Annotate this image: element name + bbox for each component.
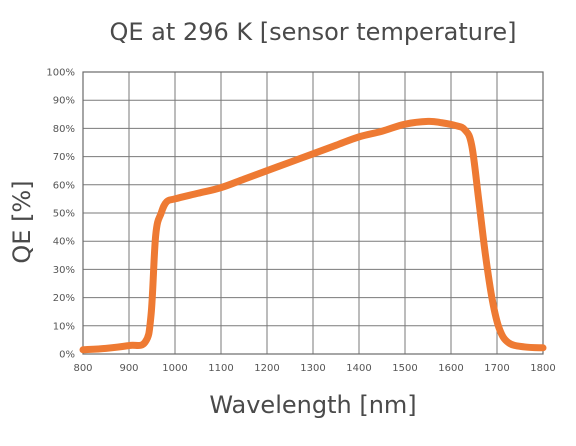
y-tick-label: 20% [53,293,75,304]
x-tick-label: 1600 [438,363,463,374]
y-tick-label: 90% [53,96,75,107]
x-tick-label: 1200 [254,363,279,374]
x-tick-label: 1000 [162,363,187,374]
y-tick-label: 60% [53,180,75,191]
plot-border [82,71,544,355]
x-tick-label: 1300 [300,363,325,374]
series-layer [79,117,547,354]
x-tick-label: 900 [119,363,138,374]
y-tick-label: 70% [53,152,75,163]
y-tick-label: 50% [53,209,75,220]
y-tick-label: 0% [59,350,75,361]
y-tick-label: 30% [53,265,75,276]
y-tick-label: 10% [53,321,75,332]
x-tick-label: 1700 [484,363,509,374]
tick-labels: 800 900 1000 1100 1200 1300 1400 1500 1600 1700 18… [46,68,555,375]
x-tick-label: 1800 [530,363,555,374]
y-tick-label: 100% [46,68,75,79]
x-axis-label: Wavelength [nm] [209,391,416,419]
y-tick-label: 40% [53,237,75,248]
chart-title: QE at 296 K [sensor temperature] [110,18,517,46]
x-tick-label: 1100 [208,363,233,374]
x-tick-label: 1500 [392,363,417,374]
grid [82,71,544,355]
qe-series-line [79,117,547,354]
x-tick-label: 1400 [346,363,371,374]
y-axis-label: QE [%] [8,180,36,263]
x-tick-label: 800 [73,363,92,374]
y-tick-label: 80% [53,124,75,135]
